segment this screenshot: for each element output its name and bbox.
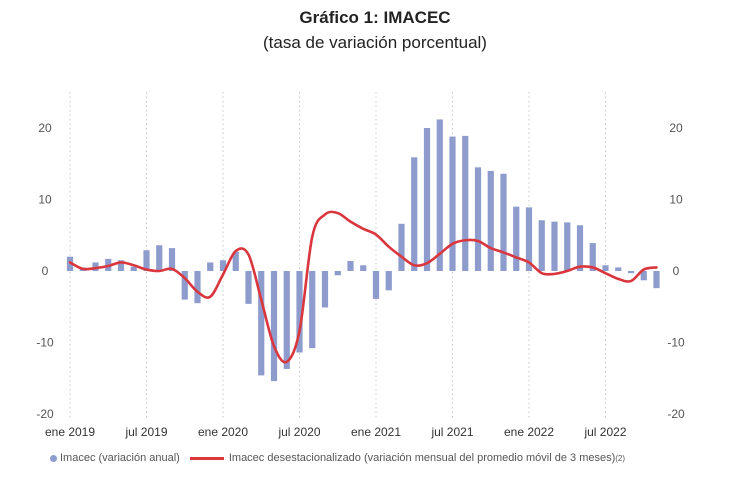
chart-title: Gráfico 1: IMACEC [299,8,451,27]
bar [589,243,596,272]
bar [576,225,584,271]
line-series-path [68,210,658,364]
bar [564,222,571,271]
y-tick-label-left: 20 [38,121,52,135]
y-tick-label-right: 10 [669,193,683,207]
bar [232,251,239,271]
y-tick-label-left: 10 [38,193,52,207]
bar [436,119,443,271]
bar [525,207,533,272]
bar [615,267,622,272]
x-tick-label: ene 2019 [45,425,95,439]
legend-line-label: Imacec desestacionalizado (variación men… [228,452,616,464]
y-tick-label-right: -10 [667,336,685,350]
bar [423,128,431,271]
bar [385,271,392,291]
bar [538,220,545,272]
x-tick-label: ene 2022 [504,425,554,439]
bar [551,221,558,271]
legend-line-note: (2) [615,453,626,463]
bar [270,271,278,382]
x-tick-label: jul 2019 [124,425,167,439]
line-series [68,210,658,364]
legend-bar-marker [50,454,57,462]
bar-series [66,119,660,382]
bar [462,135,469,271]
bar [347,260,354,271]
legend: Imacec (variación anual) Imacec desestac… [50,452,625,464]
x-tick-label: jul 2021 [430,425,473,439]
bar [474,167,482,271]
bar [334,271,341,276]
bar [296,271,303,353]
x-tick-label: jul 2022 [583,425,626,439]
y-tick-label-left: 0 [42,264,49,278]
x-tick-label: ene 2020 [198,425,248,439]
bar [207,262,214,271]
bar [117,260,125,271]
bar [92,262,99,271]
bar [360,265,367,271]
x-tick-label: jul 2020 [277,425,320,439]
bar [411,157,418,271]
bar [449,136,456,271]
gridlines [69,92,606,420]
bar [640,271,647,281]
chart-subtitle: (tasa de variación porcentual) [263,33,487,52]
y-tick-label-left: -10 [36,336,54,350]
bar [487,170,494,271]
bar [602,265,609,271]
bar [309,271,316,349]
legend-bar-label: Imacec (variación anual) [60,452,180,464]
bar [321,271,329,308]
bar [398,223,405,271]
y-tick-label-right: 20 [669,121,683,135]
bar [627,271,635,274]
y-tick-label-right: -20 [667,407,685,421]
x-tick-label: ene 2021 [351,425,401,439]
bar [168,248,176,271]
bar [156,245,163,271]
bar [143,250,150,271]
bar [513,206,520,271]
bar [258,271,265,376]
bar [653,271,660,289]
bar [372,271,380,299]
bar [245,271,252,304]
bar [219,260,227,271]
axis-labels: ene 2019 jul 2019 ene 2020 jul 2020 ene 2021… [36,121,685,439]
legend-line-marker [189,456,224,460]
bar [194,271,201,304]
bar [181,271,188,300]
bar [130,266,137,271]
y-tick-label-left: -20 [36,407,54,421]
bar [283,271,290,369]
bar [500,173,507,271]
y-tick-label-right: 0 [673,264,680,278]
